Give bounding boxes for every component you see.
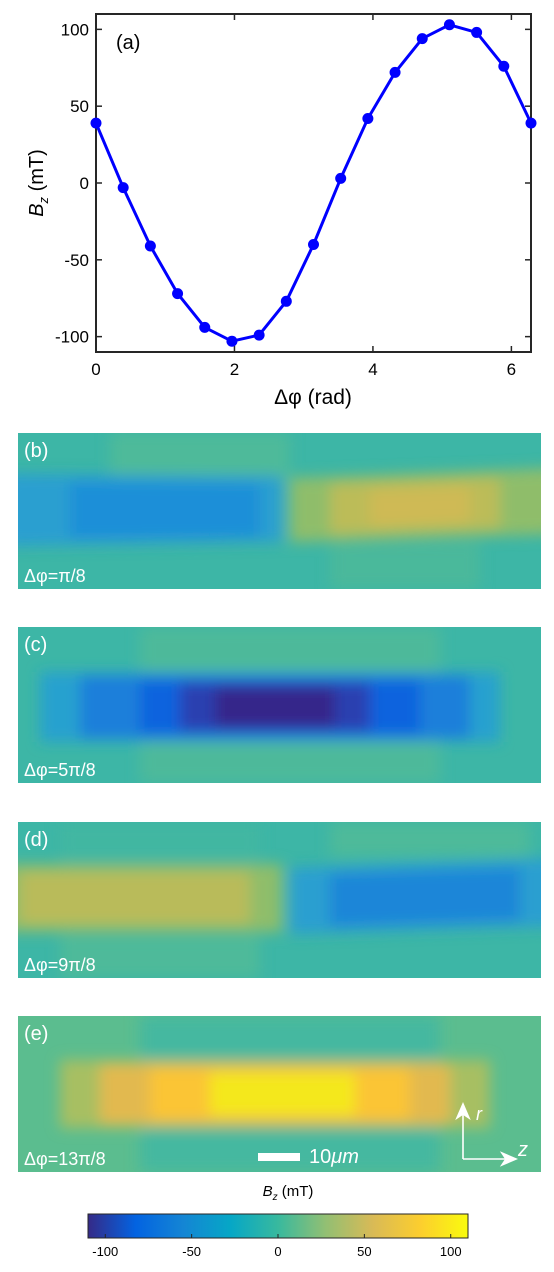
panel-label-b: (b)	[24, 440, 48, 462]
data-point	[389, 66, 401, 78]
data-point	[144, 240, 156, 252]
x-axis-ticks: 0 2 4 6	[91, 14, 516, 379]
phase-label-c: Δφ=5π/8	[24, 760, 96, 780]
colorbar-tick-label: 100	[440, 1244, 462, 1259]
x-tick-label: 6	[507, 360, 516, 379]
data-point	[416, 33, 428, 45]
scale-bar	[258, 1153, 300, 1161]
y-axis-ticks: -100 -50 0 50 100	[55, 20, 531, 347]
heatmap-panel-d: (d) Δφ=9π/8	[18, 822, 541, 978]
y-tick-label: 50	[70, 97, 89, 116]
data-point	[335, 172, 347, 184]
r-axis-label: r	[476, 1104, 483, 1124]
data-point	[199, 321, 211, 333]
phase-label-e: Δφ=13π/8	[24, 1149, 106, 1169]
colorbar-ticks: -100 -50 0 50 100	[92, 1234, 462, 1259]
x-tick-label: 0	[91, 360, 100, 379]
data-point	[362, 112, 374, 124]
phase-label-b: Δφ=π/8	[24, 566, 86, 586]
x-tick-label: 4	[368, 360, 377, 379]
r-z-axes-arrows	[455, 1101, 519, 1167]
y-tick-label: 100	[61, 20, 89, 39]
series-points	[90, 19, 537, 347]
data-point	[172, 288, 184, 300]
panel-label-d: (d)	[24, 829, 48, 851]
scale-bar-label: 10μm	[309, 1146, 359, 1168]
data-point	[498, 60, 510, 72]
line-chart-panel-a: 0 2 4 6 -100 -50 0 50 100 (a) Bz (mT) Δφ (rad)	[26, 13, 537, 409]
colorbar: Bz (mT) -100 -50 0 50 100	[87, 1183, 469, 1259]
data-point	[280, 295, 292, 307]
panel-label-c: (c)	[24, 634, 47, 656]
data-point	[471, 26, 483, 38]
y-axis-label: Bz (mT)	[26, 149, 51, 217]
panel-label-e: (e)	[24, 1023, 48, 1045]
data-point	[525, 117, 537, 129]
colorbar-title: Bz (mT)	[263, 1183, 314, 1203]
colorbar-tick-label: 0	[274, 1244, 281, 1259]
y-tick-label: 0	[80, 174, 89, 193]
data-point	[226, 335, 238, 347]
data-point	[253, 329, 265, 341]
x-axis-label: Δφ (rad)	[274, 386, 352, 409]
y-tick-label: -100	[55, 328, 89, 347]
z-axis-label: z	[517, 1139, 528, 1161]
data-point	[308, 238, 319, 250]
data-point	[117, 182, 129, 194]
plot-area	[95, 13, 532, 353]
data-point	[443, 19, 455, 31]
x-tick-label: 2	[230, 360, 239, 379]
panel-label-a: (a)	[116, 32, 140, 54]
phase-label-d: Δφ=9π/8	[24, 955, 96, 975]
heatmap-panel-b: (b) Δφ=π/8	[18, 433, 541, 589]
y-tick-label: -50	[64, 251, 89, 270]
colorbar-tick-label: -50	[182, 1244, 201, 1259]
data-point	[90, 117, 102, 129]
colorbar-tick-label: 50	[357, 1244, 371, 1259]
heatmap-panel-e: (e) Δφ=13π/8 10μm r z	[18, 1016, 541, 1172]
heatmap-panel-c: (c) Δφ=5π/8	[18, 627, 541, 783]
colorbar-tick-label: -100	[92, 1244, 118, 1259]
